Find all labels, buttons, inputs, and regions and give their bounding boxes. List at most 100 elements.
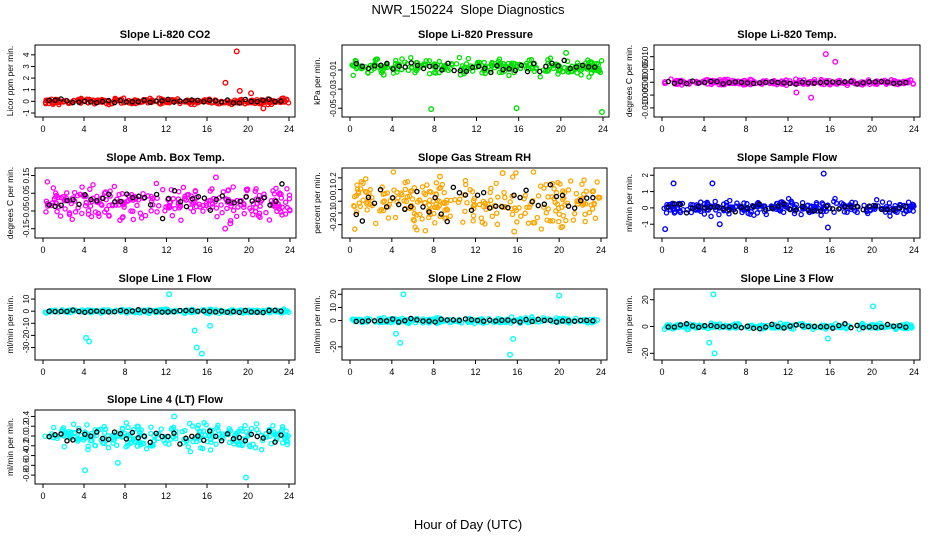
reference-point — [577, 317, 584, 324]
x-tick-label: 8 — [122, 491, 127, 501]
reference-point — [854, 81, 860, 87]
data-point — [76, 425, 82, 432]
data-point — [524, 204, 530, 210]
data-point — [123, 420, 130, 426]
data-point — [398, 190, 404, 196]
data-point — [117, 217, 123, 224]
reference-point — [696, 203, 702, 210]
reference-point — [486, 317, 493, 323]
data-point — [355, 188, 362, 195]
y-tick-label: 20 — [641, 295, 650, 304]
data-point — [279, 204, 285, 210]
reference-point — [365, 65, 372, 72]
reference-point — [384, 60, 390, 67]
reference-point — [714, 78, 720, 85]
reference-point — [573, 64, 580, 70]
data-point — [79, 184, 85, 190]
reference-point — [195, 193, 202, 200]
data-point — [441, 189, 447, 196]
y-tick-label: 2 — [641, 172, 650, 177]
y-tick-label: 0.1 — [329, 183, 338, 195]
reference-point — [414, 317, 420, 323]
reference-point — [474, 192, 481, 198]
data-point — [380, 191, 387, 197]
data-point — [274, 208, 280, 215]
data-point — [404, 193, 411, 200]
data-point — [252, 444, 259, 451]
reference-point — [402, 64, 408, 70]
data-point — [219, 209, 225, 216]
reference-point — [817, 324, 824, 330]
reference-point — [683, 80, 690, 87]
reference-point — [480, 318, 487, 324]
data-point — [230, 207, 237, 214]
plot-frame — [341, 167, 608, 239]
reference-point — [762, 324, 769, 330]
data-point — [555, 218, 562, 225]
reference-point — [708, 78, 714, 85]
reference-point — [565, 203, 572, 209]
reference-point — [486, 205, 493, 211]
y-tick-label: 0.05 — [22, 185, 31, 201]
data-point — [360, 180, 366, 187]
reference-point — [117, 307, 124, 314]
data-point — [592, 215, 599, 222]
reference-point — [195, 97, 201, 104]
reference-point — [82, 98, 88, 105]
x-tick-label: 12 — [161, 124, 171, 134]
reference-point — [218, 99, 225, 105]
reference-point — [218, 438, 225, 444]
data-point — [465, 55, 472, 62]
reference-point — [141, 97, 148, 103]
y-tick-label: 0 — [22, 308, 31, 313]
x-tick-label: 8 — [123, 245, 128, 255]
reference-point — [52, 308, 58, 315]
outlier-point — [556, 292, 563, 299]
reference-point — [129, 98, 136, 105]
data-point — [257, 203, 263, 209]
reference-point — [353, 318, 360, 325]
data-point — [183, 197, 189, 203]
data-point — [159, 186, 166, 193]
data-point — [180, 184, 187, 191]
outlier-point — [397, 339, 404, 346]
data-point — [589, 206, 596, 212]
reference-point — [781, 80, 787, 86]
x-tick-label: 24 — [284, 491, 294, 501]
data-point — [60, 425, 67, 431]
reference-point — [236, 100, 243, 106]
y-tick-label: -20 — [641, 347, 650, 359]
data-point — [537, 74, 544, 80]
data-point — [586, 209, 593, 216]
data-point — [818, 212, 824, 219]
outlier-point — [236, 87, 243, 94]
reference-point — [584, 195, 590, 201]
data-point — [72, 209, 79, 215]
x-tick-label: 4 — [701, 245, 706, 255]
reference-point — [230, 436, 237, 442]
reference-point — [46, 97, 52, 104]
reference-point — [787, 80, 793, 87]
outlier-point — [824, 335, 831, 342]
data-point — [759, 79, 766, 86]
reference-point — [254, 309, 260, 316]
reference-point — [111, 99, 118, 106]
reference-point — [165, 433, 171, 440]
reference-point — [260, 309, 266, 316]
data-point — [751, 212, 757, 218]
panel-title: Slope Gas Stream RH — [418, 152, 531, 164]
data-point — [151, 437, 158, 444]
outlier-point — [83, 334, 90, 341]
data-point — [172, 205, 178, 212]
data-point — [200, 208, 206, 214]
y-axis-label: ml/min per min. — [624, 295, 634, 353]
y-tick-label: 0 — [641, 324, 650, 329]
x-tick-label: 20 — [554, 245, 564, 255]
data-point — [677, 209, 684, 216]
reference-point — [896, 204, 903, 211]
x-tick-label: 24 — [284, 367, 294, 377]
reference-point — [46, 433, 52, 440]
x-tick-label: 24 — [909, 367, 919, 377]
data-point — [393, 57, 399, 64]
data-point — [351, 203, 357, 209]
